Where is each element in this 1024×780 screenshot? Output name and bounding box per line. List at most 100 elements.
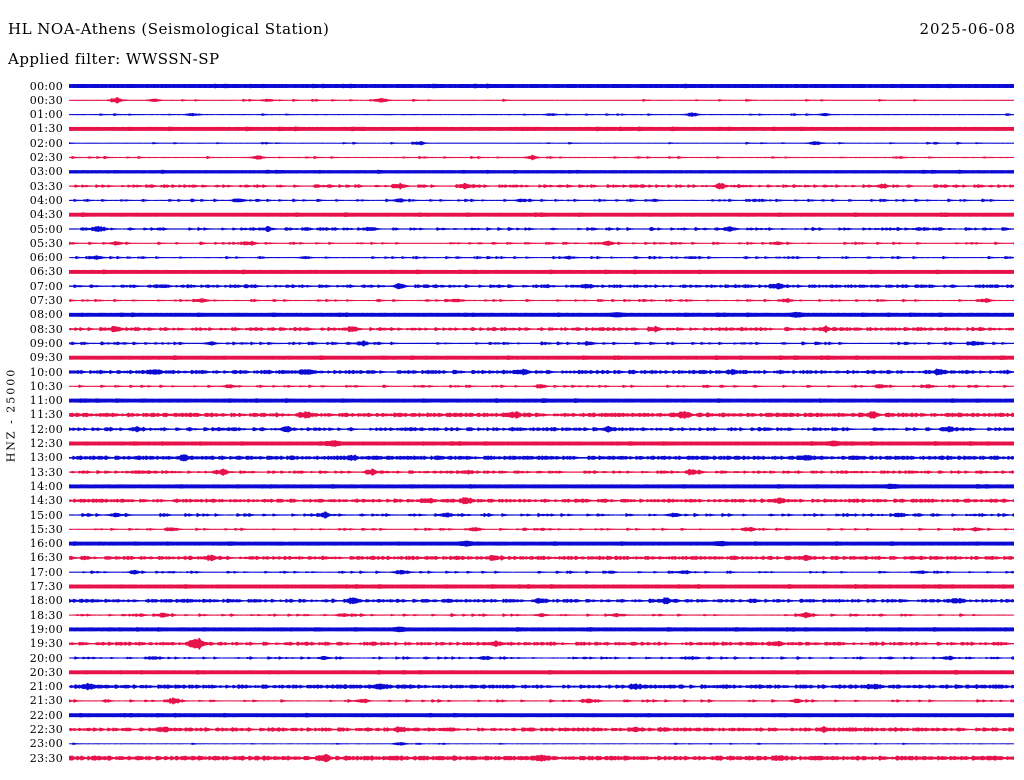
trace-row-2230 [69, 726, 1014, 733]
row-time-label: 18:30 [29, 608, 63, 622]
row-time-label: 19:30 [29, 637, 63, 651]
row-time-label: 23:30 [29, 751, 63, 765]
trace-row-1600 [69, 540, 1014, 547]
row-time-label: 17:30 [29, 580, 63, 593]
row-time-label: 23:00 [29, 737, 63, 751]
trace-row-0200 [69, 140, 1014, 146]
trace-row-0330 [69, 182, 1014, 190]
row-time-label: 21:30 [29, 694, 63, 708]
trace-row-0500 [69, 225, 1014, 233]
trace-row-0130 [69, 126, 1014, 132]
row-time-label: 13:00 [29, 451, 63, 465]
trace-row-1400 [69, 483, 1014, 490]
row-time-label: 22:00 [29, 708, 63, 722]
trace-row-1900 [69, 626, 1014, 633]
row-time-label: 04:30 [29, 208, 63, 222]
row-time-label: 01:00 [29, 108, 63, 122]
row-time-label: 16:30 [29, 551, 63, 565]
row-time-label: 00:00 [29, 79, 63, 93]
trace-row-2130 [69, 696, 1014, 705]
trace-row-1430 [69, 496, 1014, 505]
trace-row-1230 [69, 439, 1014, 448]
trace-row-0630 [69, 269, 1014, 275]
row-time-label: 20:00 [29, 651, 63, 665]
row-time-label: 02:00 [29, 136, 63, 150]
row-time-label: 11:00 [29, 394, 63, 408]
row-time-label: 06:30 [29, 265, 63, 279]
row-time-label: 10:00 [29, 365, 63, 379]
trace-row-1300 [69, 454, 1014, 462]
trace-row-0300 [69, 169, 1014, 174]
trace-row-0830 [69, 325, 1014, 334]
trace-row-1200 [69, 425, 1014, 433]
row-time-label: 01:30 [29, 122, 63, 136]
row-time-label: 05:30 [29, 236, 63, 250]
trace-row-2100 [69, 682, 1014, 691]
row-time-label: 02:30 [29, 151, 63, 164]
row-time-label: 08:30 [29, 322, 63, 336]
trace-row-0530 [69, 240, 1014, 247]
row-time-label: 20:30 [29, 665, 63, 679]
trace-row-1800 [69, 596, 1014, 605]
trace-row-1000 [69, 368, 1014, 376]
row-time-label: 14:00 [29, 479, 63, 493]
row-time-label: 12:30 [29, 437, 63, 450]
trace-row-1030 [69, 383, 1014, 389]
trace-row-0400 [69, 198, 1014, 203]
trace-row-1630 [69, 554, 1014, 562]
station-title: HL NOA-Athens (Seismological Station) [8, 20, 330, 38]
trace-row-2300 [69, 741, 1014, 746]
row-time-label: 09:00 [29, 336, 63, 350]
row-time-label: 19:00 [29, 622, 63, 636]
trace-row-2200 [69, 712, 1014, 718]
row-time-label: 11:30 [29, 408, 63, 422]
trace-row-2000 [69, 655, 1014, 661]
trace-row-1730 [69, 584, 1014, 589]
trace-row-1930 [69, 637, 1014, 650]
row-time-label: 17:00 [29, 565, 63, 579]
trace-row-1130 [69, 410, 1014, 419]
row-time-label: 04:00 [29, 193, 63, 207]
trace-row-0600 [69, 255, 1014, 260]
trace-row-0730 [69, 298, 1014, 303]
trace-row-1330 [69, 468, 1014, 476]
trace-row-0000 [69, 83, 1014, 89]
row-time-label: 16:00 [29, 537, 63, 551]
row-time-label: 05:00 [29, 222, 63, 236]
row-time-label: 15:00 [29, 508, 63, 522]
row-time-label: 13:30 [29, 465, 63, 479]
row-time-label: 22:30 [29, 723, 63, 736]
row-time-label: 18:00 [29, 594, 63, 608]
trace-row-0030 [69, 97, 1014, 104]
row-time-label: 00:30 [29, 93, 63, 107]
date-label: 2025-06-08 [919, 20, 1016, 38]
row-time-label: 08:00 [29, 308, 63, 322]
trace-row-2030 [69, 669, 1014, 675]
row-time-label: 15:30 [29, 522, 63, 536]
trace-row-1530 [69, 526, 1014, 532]
trace-row-0800 [69, 311, 1014, 318]
trace-row-1500 [69, 510, 1014, 520]
trace-row-0430 [69, 212, 1014, 218]
trace-row-0700 [69, 282, 1014, 290]
row-time-label: 09:30 [29, 351, 63, 365]
trace-row-0100 [69, 112, 1014, 117]
row-time-label: 12:00 [29, 422, 63, 436]
row-time-label: 07:30 [29, 294, 63, 307]
trace-row-1700 [69, 569, 1014, 575]
row-time-label: 10:30 [29, 379, 63, 393]
row-time-label: 14:30 [29, 494, 63, 508]
trace-row-0900 [69, 340, 1014, 347]
row-time-label: 03:00 [29, 165, 63, 179]
trace-row-2330 [69, 754, 1014, 763]
row-time-label: 21:00 [29, 680, 63, 694]
row-time-label: 03:30 [29, 179, 63, 193]
filter-label: Applied filter: WWSSN-SP [8, 50, 220, 68]
trace-row-0930 [69, 355, 1014, 361]
row-time-label: 07:00 [29, 279, 63, 293]
trace-row-0230 [69, 154, 1014, 161]
trace-row-1830 [69, 611, 1014, 619]
trace-row-1100 [69, 398, 1014, 404]
